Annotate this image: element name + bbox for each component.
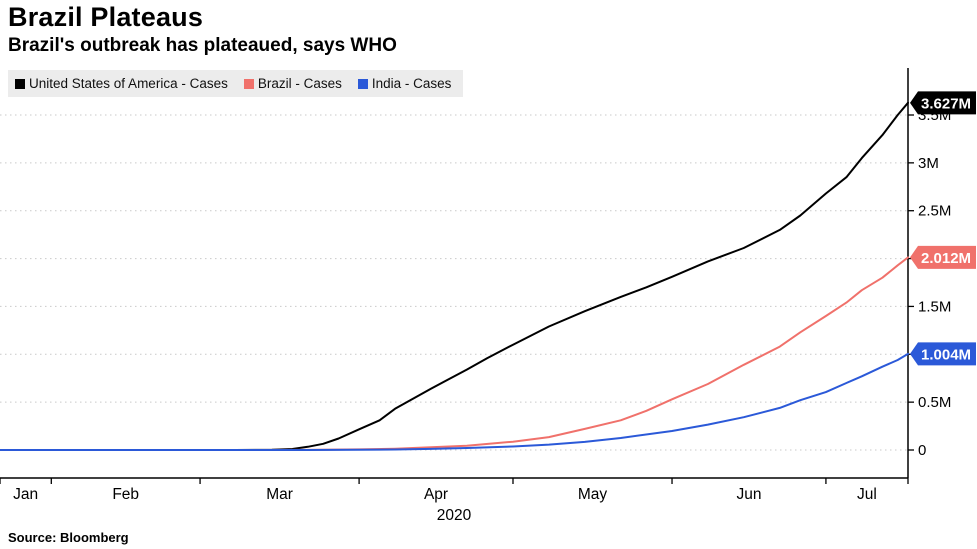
brazil-series-swatch [243, 78, 254, 89]
legend: United States of America - Cases Brazil … [8, 70, 464, 97]
india-series-swatch [357, 78, 368, 89]
legend-item-india: India - Cases [357, 76, 452, 91]
end-value-tag-1 [910, 245, 976, 269]
x-tick-label: May [578, 486, 608, 503]
us-series-swatch [15, 78, 25, 89]
x-tick-label: Feb [112, 486, 139, 503]
legend-label-india: India - Cases [371, 76, 452, 91]
x-axis-year-label: 2020 [437, 507, 472, 524]
y-tick-label: 2.5M [918, 203, 951, 220]
x-tick-label: Jun [736, 486, 761, 503]
end-value-tag-2 [910, 342, 976, 366]
x-tick-label: Jan [13, 486, 38, 503]
series-line-0 [0, 101, 909, 451]
series-line-1 [0, 256, 909, 451]
x-tick-label: Apr [424, 486, 448, 503]
legend-item-brazil: Brazil - Cases [243, 76, 342, 91]
y-tick-label: 0.5M [918, 394, 951, 411]
end-value-tag-label-1: 2.012M [921, 250, 971, 267]
legend-label-us: United States of America - Cases [29, 76, 228, 91]
y-tick-label: 3M [918, 155, 939, 172]
end-value-tag-0 [910, 91, 976, 115]
end-value-tag-label-2: 1.004M [921, 346, 971, 363]
chart-subtitle: Brazil's outbreak has plateaued, says WH… [8, 35, 397, 56]
legend-label-brazil: Brazil - Cases [257, 76, 342, 91]
legend-item-us: United States of America - Cases [15, 76, 228, 91]
source-credit: Source: Bloomberg [8, 530, 129, 545]
end-value-tag-label-0: 3.627M [921, 95, 971, 112]
x-tick-label: Mar [266, 486, 293, 503]
y-tick-label: 0 [918, 442, 926, 459]
x-tick-label: Jul [857, 486, 877, 503]
chart-title: Brazil Plateaus [8, 2, 204, 32]
y-tick-label: 1.5M [918, 298, 951, 315]
series-line-2 [0, 352, 909, 451]
